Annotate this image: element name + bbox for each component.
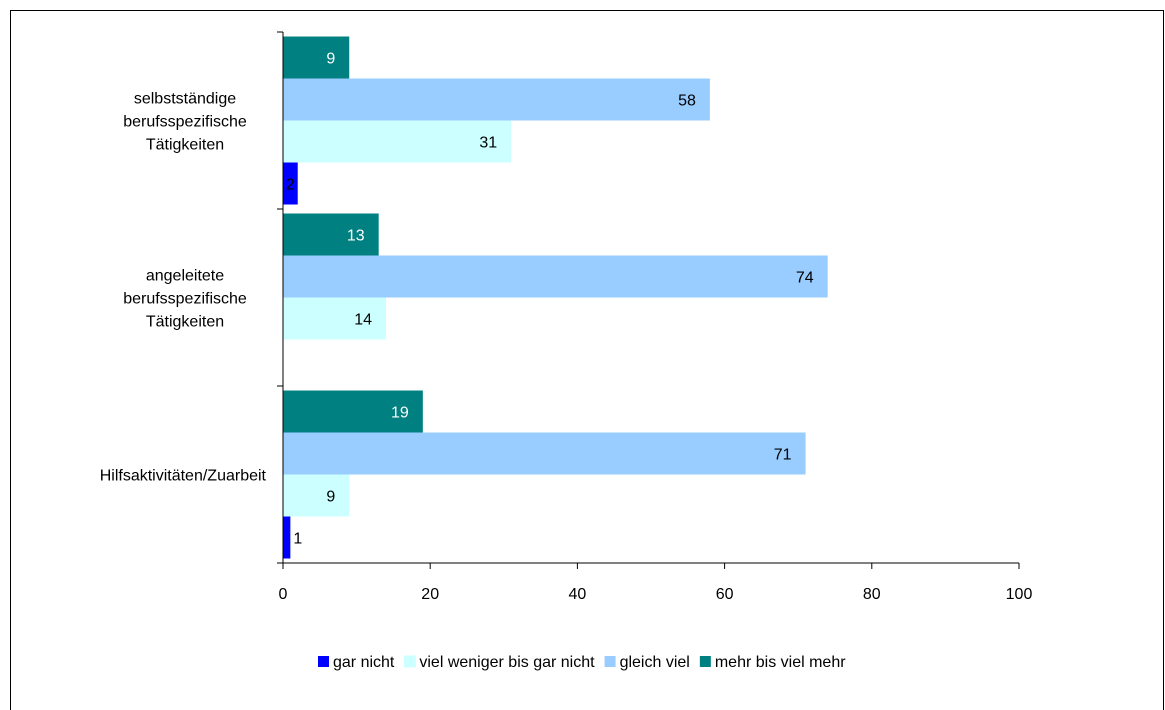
data-label-1-2: 31	[479, 135, 497, 152]
data-label-3-2: 9	[326, 489, 335, 506]
data-label-1-4: 9	[326, 51, 335, 68]
bar-1-2	[283, 120, 512, 163]
data-label-2-3: 74	[796, 270, 814, 287]
bar-3-4	[283, 390, 423, 433]
data-label-3-1: 1	[293, 531, 302, 548]
category-labels-group: selbstständige berufsspezifische Tätigkeit…	[100, 91, 267, 485]
x-tick-label-4: 80	[863, 586, 881, 603]
x-tick-label-3: 60	[716, 586, 734, 603]
axes-group	[277, 31, 1020, 569]
bar-3-3	[283, 432, 806, 475]
legend-swatch-1	[318, 656, 329, 667]
legend-label-3: gleich viel	[620, 654, 690, 671]
data-label-3-3: 71	[774, 447, 792, 464]
legend-swatch-3	[604, 656, 616, 667]
bar-1-4	[283, 36, 350, 79]
legend-label-4: mehr bis viel mehr	[715, 654, 846, 671]
category-label-1-line-2: berufsspezifische	[123, 114, 247, 131]
legend-swatch-2	[403, 655, 416, 668]
data-label-2-2: 14	[354, 312, 372, 329]
x-tick-labels-group: 0 20 40 60 80 100	[279, 586, 1033, 603]
bar-3-1	[283, 516, 291, 559]
data-label-1-3: 58	[678, 93, 696, 110]
bars-group	[283, 36, 828, 559]
category-label-1-line-3: Tätigkeiten	[146, 137, 224, 154]
data-label-1-1: 2	[286, 177, 295, 194]
legend-swatch-4	[699, 656, 711, 667]
category-label-1-line-1: selbstständige	[134, 91, 236, 108]
bar-1-1	[283, 162, 298, 205]
data-label-3-4: 19	[391, 405, 409, 422]
legend-label-2: viel weniger bis gar nicht	[419, 654, 595, 671]
category-label-2-line-2: berufsspezifische	[123, 291, 247, 308]
x-tick-label-0: 0	[279, 586, 288, 603]
data-labels-group: 9 58 31 2 13 74 14 19 71 9 1	[286, 51, 814, 548]
legend: gar nicht viel weniger bis gar nicht gleic…	[318, 654, 846, 671]
chart-frame	[10, 10, 1164, 710]
x-tick-label-2: 40	[569, 586, 587, 603]
legend-label-1: gar nicht	[333, 654, 395, 671]
category-label-2-line-1: angeleitete	[146, 268, 224, 285]
bar-2-4	[283, 213, 379, 256]
bar-2-3	[283, 255, 828, 298]
category-label-2-line-3: Tätigkeiten	[146, 314, 224, 331]
x-tick-label-5: 100	[1006, 586, 1033, 603]
bar-3-2	[283, 474, 350, 517]
category-label-3-line-1: Hilfsaktivitäten/Zuarbeit	[100, 468, 267, 485]
data-label-2-4: 13	[347, 228, 365, 245]
bar-2-2	[283, 297, 387, 340]
x-tick-label-1: 20	[421, 586, 439, 603]
bar-1-3	[283, 78, 710, 121]
